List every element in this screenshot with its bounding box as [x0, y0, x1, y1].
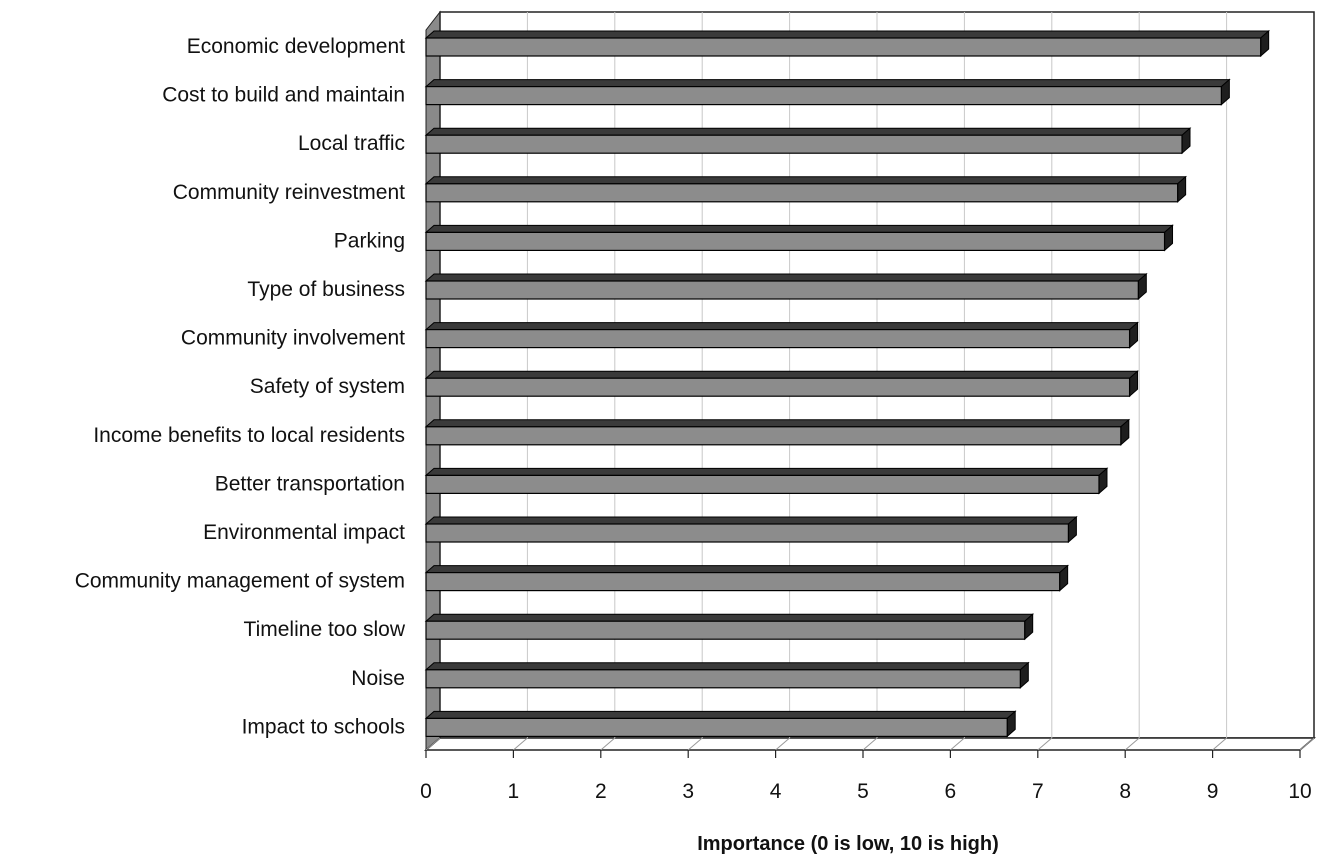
category-label: Economic development — [187, 35, 405, 58]
category-label: Impact to schools — [242, 715, 405, 738]
bar-top — [424, 710, 1017, 719]
floor-gridline — [1299, 737, 1315, 751]
x-tick-label: 7 — [1032, 780, 1044, 803]
category-label: Community management of system — [75, 570, 405, 593]
bar-front — [425, 329, 1131, 349]
bar-top — [424, 419, 1131, 428]
category-label: Type of business — [247, 278, 405, 301]
bar-top — [424, 127, 1192, 136]
category-label: Income benefits to local residents — [93, 424, 405, 447]
bar — [424, 224, 1174, 252]
bar — [424, 175, 1187, 203]
bar-front — [425, 183, 1179, 203]
bar — [424, 321, 1139, 349]
x-axis-title: Importance (0 is low, 10 is high) — [697, 833, 999, 855]
bar-top — [424, 516, 1078, 525]
bar-top — [424, 322, 1139, 331]
bar — [424, 467, 1109, 495]
bar — [424, 564, 1069, 592]
bar-top — [424, 613, 1035, 622]
x-tick-label: 0 — [420, 780, 432, 803]
category-label: Local traffic — [298, 132, 405, 155]
bar-front — [425, 377, 1131, 397]
bar — [424, 127, 1192, 155]
floor-gridline — [600, 737, 616, 751]
category-labels: Economic development Cost to build and ma… — [75, 35, 406, 738]
floor-gridline — [1037, 737, 1053, 751]
bar — [424, 710, 1017, 738]
bar-front — [425, 280, 1139, 300]
x-tick-label: 8 — [1119, 780, 1131, 803]
x-tick-label: 6 — [945, 780, 957, 803]
bar-front — [425, 37, 1262, 57]
x-tick-label: 4 — [770, 780, 782, 803]
category-label: Parking — [334, 229, 405, 252]
bar-top — [424, 30, 1271, 39]
bar-front — [425, 523, 1069, 543]
floor-gridline — [513, 737, 528, 751]
x-tick-label: 9 — [1207, 780, 1219, 803]
bar — [424, 272, 1148, 301]
floor-gridline — [862, 737, 878, 751]
x-tick-labels: 0 1 2 3 4 5 6 7 8 9 10 — [420, 780, 1312, 803]
category-label: Safety of system — [250, 375, 405, 398]
bar — [424, 613, 1035, 641]
bar — [424, 418, 1131, 446]
bar-top — [424, 662, 1030, 671]
category-label: Community involvement — [181, 327, 405, 350]
category-label: Cost to build and maintain — [162, 84, 405, 107]
category-label: Environmental impact — [203, 521, 405, 544]
bar-front — [425, 134, 1183, 154]
bar-top — [424, 565, 1069, 574]
bar-front — [425, 85, 1222, 106]
floor-gridline — [950, 737, 965, 751]
bars — [424, 29, 1271, 738]
category-label: Noise — [351, 667, 405, 690]
category-label: Timeline too slow — [244, 618, 406, 641]
bar-front — [425, 669, 1021, 689]
floor-gridline — [1212, 737, 1227, 751]
bar-front — [425, 571, 1061, 592]
category-label: Community reinvestment — [173, 181, 405, 204]
bar-top — [424, 273, 1148, 282]
bar-front — [425, 717, 1008, 738]
x-tick-label: 2 — [595, 780, 607, 803]
x-tick-label: 1 — [508, 780, 520, 803]
floor-gridline — [775, 737, 790, 751]
floor-gridline — [687, 737, 703, 751]
bar — [424, 29, 1271, 58]
x-tick-label: 5 — [857, 780, 869, 803]
bar-top — [424, 79, 1231, 88]
bar-front — [425, 620, 1026, 640]
bar-top — [424, 370, 1139, 379]
floor-gridline — [425, 737, 441, 751]
bar — [424, 515, 1078, 544]
x-tick-label: 10 — [1288, 780, 1311, 803]
bar — [424, 661, 1030, 689]
bar-top — [424, 224, 1174, 233]
x-tick-label: 3 — [682, 780, 694, 803]
floor-gridline — [1124, 737, 1140, 751]
bar-front — [425, 474, 1100, 494]
bar — [424, 78, 1231, 106]
bar-top — [424, 467, 1109, 476]
category-label: Better transportation — [215, 472, 405, 495]
bar-front — [425, 426, 1122, 446]
bar — [424, 370, 1139, 398]
bar-top — [424, 176, 1187, 185]
bar-front — [425, 231, 1166, 251]
